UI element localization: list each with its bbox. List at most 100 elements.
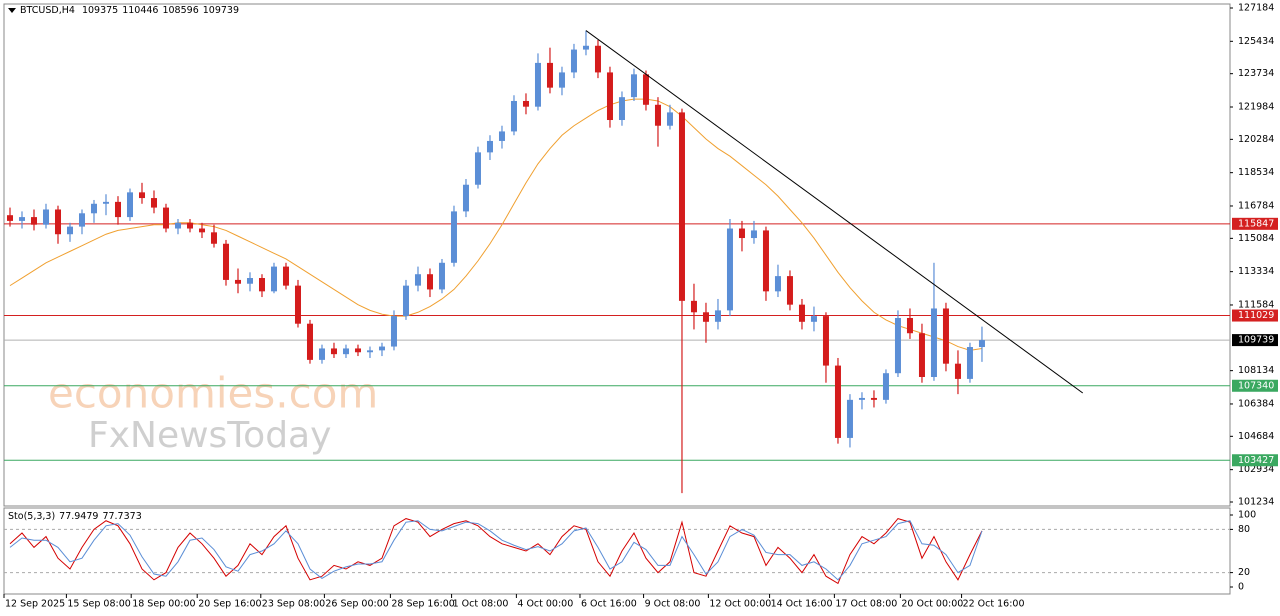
x-tick-label: 12 Sep 2025 — [5, 599, 65, 610]
candle-body — [786, 276, 793, 305]
candle-body — [390, 316, 397, 347]
indicator-name: Sto(5,3,3) — [8, 511, 56, 522]
last-price-bg — [1232, 334, 1278, 347]
watermark: FxNewsToday — [88, 415, 331, 456]
symbol: BTCUSD,H4 — [20, 5, 75, 16]
candle-body — [546, 62, 553, 88]
candle-body — [342, 348, 349, 355]
indicator-tick-label: 20 — [1238, 567, 1250, 578]
candle-body — [882, 373, 889, 400]
candle-body — [486, 140, 493, 153]
y-tick-label: 111584 — [1238, 299, 1274, 310]
candle-body — [870, 397, 877, 400]
candle-body — [210, 232, 217, 244]
candle-body — [402, 285, 409, 317]
candle-body — [894, 317, 901, 374]
indicator-value: 77.7373 — [102, 511, 142, 522]
level-label: 111029 — [1238, 310, 1274, 321]
candle-body — [726, 228, 733, 311]
candle-body — [930, 308, 937, 378]
candle-body — [126, 192, 133, 218]
indicator-tick-label: 100 — [1238, 509, 1256, 520]
candle-body — [474, 152, 481, 185]
candle-body — [354, 348, 361, 353]
candle-body — [834, 365, 841, 438]
candle-body — [78, 213, 85, 227]
candle-body — [822, 316, 829, 366]
y-tick-label: 106384 — [1238, 398, 1274, 409]
trendline — [585, 30, 1084, 394]
candle-body — [102, 201, 109, 204]
candle-body — [858, 397, 865, 400]
candle-body — [6, 215, 13, 221]
candle-body — [906, 317, 913, 334]
candle-body — [570, 49, 577, 73]
candle-body — [258, 278, 265, 292]
x-tick-label: 26 Sep 00:00 — [325, 599, 388, 610]
candle-body — [918, 333, 925, 378]
candle-body — [954, 363, 961, 379]
x-tick-label: 22 Oct 16:00 — [963, 599, 1025, 610]
chart-header: BTCUSD,H4 109375 110446 108596 109739 — [8, 5, 243, 16]
y-tick-label: 104684 — [1238, 431, 1274, 442]
candle-body — [426, 274, 433, 290]
y-tick-label: 113334 — [1238, 266, 1274, 277]
y-tick-label: 125434 — [1238, 36, 1274, 47]
x-tick-label: 4 Oct 00:00 — [517, 599, 573, 610]
candle-body — [666, 112, 673, 126]
moving-average — [9, 98, 983, 351]
candle-body — [522, 100, 529, 107]
candle-body — [366, 350, 373, 353]
candle-body — [534, 62, 541, 107]
candle-body — [966, 347, 973, 379]
candle-body — [690, 300, 697, 313]
y-tick-label: 116784 — [1238, 200, 1274, 211]
level-label-bg — [1232, 309, 1278, 322]
candle-body — [630, 74, 637, 98]
candle-body — [246, 278, 253, 284]
level-label: 103427 — [1238, 455, 1274, 466]
candle-body — [90, 203, 97, 214]
candle-body — [318, 348, 325, 360]
candle-body — [774, 276, 781, 292]
candle-body — [714, 310, 721, 322]
candle-body — [678, 112, 685, 301]
y-tick-label: 108134 — [1238, 365, 1274, 376]
candle-body — [654, 104, 661, 126]
y-tick-label: 127184 — [1238, 2, 1274, 13]
candle-body — [414, 274, 421, 286]
watermark: economies.com — [48, 369, 378, 418]
candle-body — [510, 100, 517, 132]
candle-body — [618, 97, 625, 121]
price-pane — [3, 3, 1231, 507]
candle-body — [378, 346, 385, 351]
candle-body — [174, 222, 181, 229]
y-tick-label: 101234 — [1238, 497, 1274, 508]
candle-body — [282, 266, 289, 286]
candle-body — [798, 304, 805, 322]
indicator-line — [9, 520, 983, 581]
candle-body — [30, 217, 37, 225]
candle-body — [186, 222, 193, 229]
candle-body — [438, 262, 445, 290]
candle-body — [606, 72, 613, 121]
last-price-label: 109739 — [1238, 335, 1274, 346]
indicator-tick-label: 0 — [1238, 582, 1244, 593]
close: 109739 — [202, 5, 239, 16]
indicator-tick-label: 80 — [1238, 524, 1250, 535]
candle-body — [762, 230, 769, 292]
candle-body — [42, 209, 49, 225]
y-tick-label: 123734 — [1238, 68, 1274, 79]
x-tick-label: 17 Oct 08:00 — [835, 599, 897, 610]
candle-body — [162, 207, 169, 229]
y-tick-label: 102934 — [1238, 464, 1274, 475]
y-tick-label: 121984 — [1238, 101, 1274, 112]
y-tick-label: 118534 — [1238, 167, 1274, 178]
candle-body — [306, 323, 313, 360]
x-tick-label: 6 Oct 16:00 — [581, 599, 637, 610]
candle-body — [846, 399, 853, 438]
candle-body — [450, 211, 457, 263]
candle-body — [66, 226, 73, 235]
x-tick-label: 1 Oct 08:00 — [453, 599, 509, 610]
